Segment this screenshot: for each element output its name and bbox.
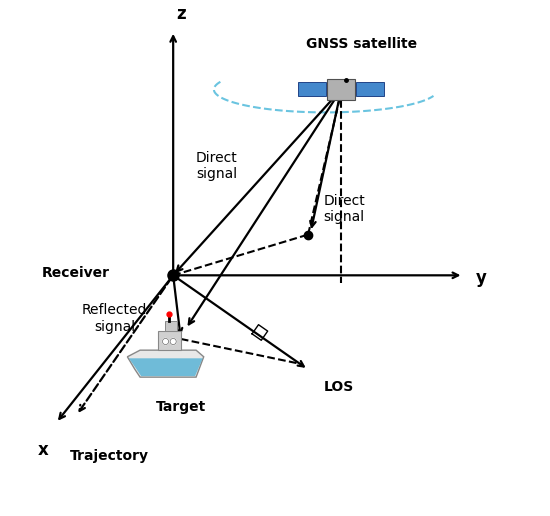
Polygon shape	[129, 358, 203, 376]
Circle shape	[162, 338, 169, 345]
Polygon shape	[164, 321, 177, 331]
Text: Trajectory: Trajectory	[70, 449, 149, 463]
FancyBboxPatch shape	[327, 79, 355, 100]
Text: LOS: LOS	[323, 380, 354, 394]
Circle shape	[170, 338, 176, 345]
Text: z: z	[176, 5, 185, 23]
Polygon shape	[158, 331, 181, 350]
Text: Receiver: Receiver	[42, 266, 109, 280]
Text: Target: Target	[156, 400, 206, 414]
Text: Reflected
signal: Reflected signal	[82, 303, 147, 334]
Text: x: x	[38, 441, 49, 459]
Text: GNSS satellite: GNSS satellite	[306, 37, 417, 51]
Text: Direct
signal: Direct signal	[323, 194, 365, 224]
Polygon shape	[298, 83, 326, 95]
Text: Direct
signal: Direct signal	[196, 151, 238, 181]
Polygon shape	[356, 83, 384, 95]
Polygon shape	[128, 350, 204, 377]
Text: y: y	[476, 269, 487, 287]
